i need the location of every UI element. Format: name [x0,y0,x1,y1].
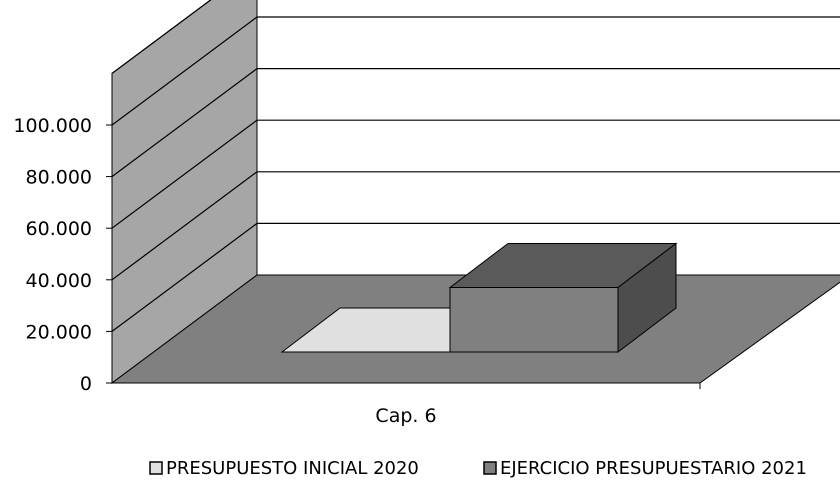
gridline [111,0,212,74]
gridline [111,222,840,332]
y-tick-label: 80.000 [26,167,92,189]
legend-label: PRESUPUESTO INICIAL 2020 [166,458,419,479]
y-tick-label: 0 [80,373,92,395]
legend-swatch [149,461,163,475]
legend-item: PRESUPUESTO INICIAL 2020 [149,458,419,479]
gridlines [111,0,840,332]
back-wall [256,0,840,276]
gridline [111,16,840,126]
y-tick-label: 60.000 [26,218,92,240]
bars [280,242,678,354]
y-tick-label: 20.000 [26,321,92,343]
category-label: Cap. 6 [375,405,436,427]
legend-label: EJERCICIO PRESUPUESTARIO 2021 [500,458,807,479]
gridline [111,119,840,229]
y-tick-label: 40.000 [26,270,92,292]
category-labels: Cap. 6 [375,405,436,427]
gridline [111,171,840,281]
bar-front-face [449,287,619,353]
y-tick-label: 100.000 [13,115,92,137]
bar-ejercicio-presupuestario-2021 [448,242,678,354]
legend-item: EJERCICIO PRESUPUESTARIO 2021 [483,458,807,479]
gridline [111,67,840,178]
y-tick-labels: 0 20.000 40.000 60.000 80.000 100.000 [13,115,92,395]
legend-swatch [483,461,497,475]
y-axis [106,123,701,389]
legend: PRESUPUESTO INICIAL 2020 EJERCICIO PRESUP… [149,458,807,479]
